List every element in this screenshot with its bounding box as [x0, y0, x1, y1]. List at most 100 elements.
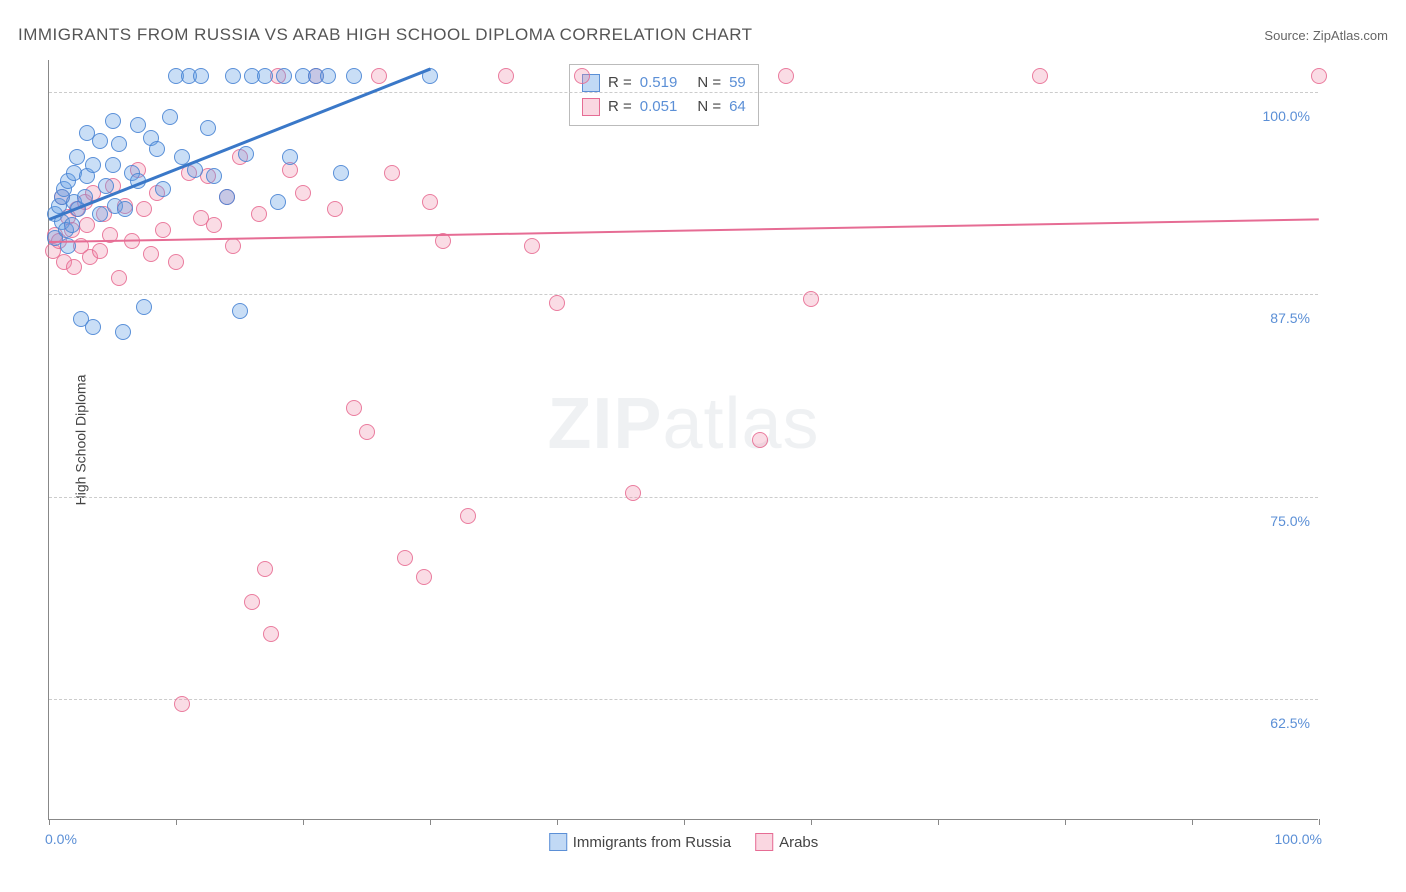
scatter-point [422, 194, 438, 210]
x-tick-label-left: 0.0% [45, 831, 77, 847]
scatter-point [549, 295, 565, 311]
scatter-point [1311, 68, 1327, 84]
legend-swatch-blue [549, 833, 567, 851]
scatter-point [105, 157, 121, 173]
x-tick [684, 819, 685, 825]
x-tick [1319, 819, 1320, 825]
scatter-point [625, 485, 641, 501]
scatter-point [238, 146, 254, 162]
scatter-point [244, 594, 260, 610]
scatter-point [168, 254, 184, 270]
scatter-point [92, 206, 108, 222]
scatter-point [346, 68, 362, 84]
scatter-point [257, 68, 273, 84]
scatter-point [574, 68, 590, 84]
scatter-point [85, 157, 101, 173]
x-tick [303, 819, 304, 825]
scatter-point [143, 246, 159, 262]
scatter-point [69, 149, 85, 165]
scatter-point [115, 324, 131, 340]
source-value: ZipAtlas.com [1313, 28, 1388, 43]
x-tick [938, 819, 939, 825]
scatter-point [282, 149, 298, 165]
scatter-point [111, 270, 127, 286]
scatter-point [320, 68, 336, 84]
n-value-pink: 64 [729, 95, 746, 119]
scatter-point [111, 136, 127, 152]
x-tick-label-right: 100.0% [1275, 831, 1322, 847]
scatter-point [524, 238, 540, 254]
scatter-point [193, 68, 209, 84]
grid-line [49, 699, 1318, 700]
x-tick [49, 819, 50, 825]
y-tick-label: 87.5% [1270, 310, 1310, 326]
plot-area: High School Diploma ZIPatlas R = 0.519 N… [48, 60, 1318, 820]
scatter-point [333, 165, 349, 181]
n-label: N = [697, 95, 721, 119]
scatter-point [225, 238, 241, 254]
scatter-point [460, 508, 476, 524]
x-tick [176, 819, 177, 825]
scatter-point [136, 299, 152, 315]
y-axis-label: High School Diploma [72, 374, 88, 505]
scatter-point [295, 185, 311, 201]
scatter-point [206, 168, 222, 184]
x-tick [811, 819, 812, 825]
scatter-point [155, 222, 171, 238]
y-tick-label: 100.0% [1263, 108, 1310, 124]
legend-row-pink: R = 0.051 N = 64 [582, 95, 746, 119]
legend-swatch-pink [582, 98, 600, 116]
scatter-point [346, 400, 362, 416]
grid-line [49, 92, 1318, 93]
x-tick [430, 819, 431, 825]
chart-title: IMMIGRANTS FROM RUSSIA VS ARAB HIGH SCHO… [18, 25, 753, 45]
scatter-point [225, 68, 241, 84]
scatter-point [359, 424, 375, 440]
scatter-point [371, 68, 387, 84]
scatter-point [79, 217, 95, 233]
legend-label-pink: Arabs [779, 834, 818, 851]
scatter-point [174, 696, 190, 712]
scatter-point [276, 68, 292, 84]
scatter-point [752, 432, 768, 448]
source-label: Source: [1264, 28, 1309, 43]
watermark-atlas: atlas [662, 384, 819, 464]
scatter-point [136, 201, 152, 217]
x-tick [557, 819, 558, 825]
r-label: R = [608, 95, 632, 119]
trend-line [49, 218, 1319, 243]
grid-line [49, 497, 1318, 498]
legend-correlation: R = 0.519 N = 59 R = 0.051 N = 64 [569, 64, 759, 126]
scatter-point [1032, 68, 1048, 84]
r-value-pink: 0.051 [640, 95, 678, 119]
scatter-point [778, 68, 794, 84]
legend-item-pink: Arabs [755, 833, 818, 851]
scatter-point [263, 626, 279, 642]
scatter-point [155, 181, 171, 197]
scatter-point [803, 291, 819, 307]
scatter-point [327, 201, 343, 217]
grid-line [49, 294, 1318, 295]
scatter-point [105, 113, 121, 129]
y-tick-label: 62.5% [1270, 715, 1310, 731]
watermark-zip: ZIP [547, 384, 662, 464]
chart-container: High School Diploma ZIPatlas R = 0.519 N… [48, 60, 1388, 840]
scatter-point [219, 189, 235, 205]
legend-swatch-pink [755, 833, 773, 851]
scatter-point [257, 561, 273, 577]
scatter-point [397, 550, 413, 566]
source-attribution: Source: ZipAtlas.com [1264, 28, 1388, 43]
scatter-point [85, 319, 101, 335]
legend-item-blue: Immigrants from Russia [549, 833, 731, 851]
scatter-point [162, 109, 178, 125]
scatter-point [232, 303, 248, 319]
scatter-point [384, 165, 400, 181]
legend-label-blue: Immigrants from Russia [573, 834, 731, 851]
y-tick-label: 75.0% [1270, 513, 1310, 529]
scatter-point [416, 569, 432, 585]
scatter-point [200, 120, 216, 136]
x-tick [1192, 819, 1193, 825]
scatter-point [498, 68, 514, 84]
scatter-point [270, 194, 286, 210]
chart-header: IMMIGRANTS FROM RUSSIA VS ARAB HIGH SCHO… [18, 20, 1388, 50]
